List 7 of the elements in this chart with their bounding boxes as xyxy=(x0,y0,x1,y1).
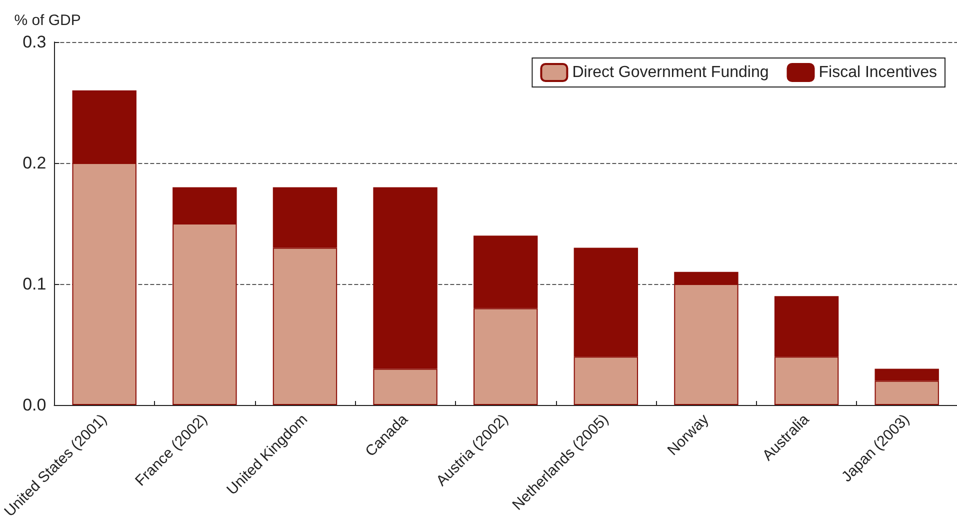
y-tick-label: 0.2 xyxy=(22,154,46,172)
legend-label: Direct Government Funding xyxy=(572,64,769,81)
y-tick-label: 0.1 xyxy=(22,274,46,294)
y-tick-label: 0.3 xyxy=(22,32,46,52)
legend-label: Fiscal Incentives xyxy=(818,64,937,81)
y-tick-label: 0.0 xyxy=(22,396,46,414)
y-axis-title: % of GDP xyxy=(14,12,81,29)
